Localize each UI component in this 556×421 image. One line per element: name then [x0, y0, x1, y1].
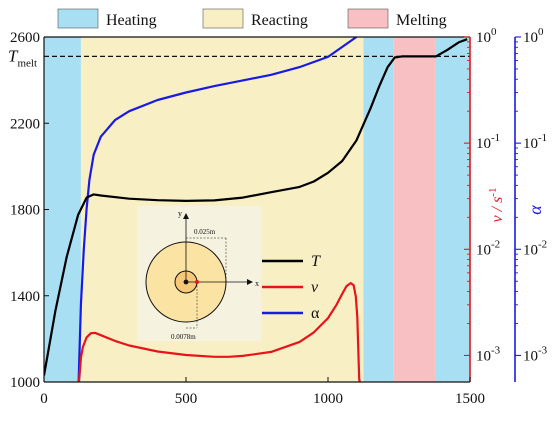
series-legend-label-alpha: α	[311, 305, 320, 322]
inset-outer-radius-label: 0.025m	[194, 228, 216, 236]
inset-x-arrow	[247, 279, 253, 285]
series-line-T	[44, 38, 468, 376]
series-line-alpha	[77, 37, 358, 382]
x-tick-label-500: 500	[175, 391, 198, 407]
series-legend-label-T: T	[311, 253, 321, 270]
phase-bands	[44, 37, 470, 382]
v-axis-label: v / s-1	[487, 188, 506, 223]
phase-band-melting-0	[393, 37, 436, 382]
x-tick-label-0: 0	[40, 391, 48, 407]
v-tick-label: 10-1	[476, 132, 500, 152]
phase-band-heating-1	[363, 37, 394, 382]
inset-x-label: x	[255, 279, 259, 288]
inset-center-dot	[183, 279, 189, 285]
inset-y-arrow	[183, 213, 189, 219]
series-legend: Tvα	[262, 253, 321, 322]
phase-legend: Heating Reacting Melting	[57, 8, 447, 29]
alpha-tick-label: 10-2	[523, 238, 547, 258]
v-tick-label: 10-3	[476, 344, 501, 364]
phase-legend-swatch-melting	[347, 8, 389, 29]
series-legend-label-v: v	[311, 279, 319, 296]
alpha-axis-label: α	[525, 205, 545, 215]
phase-legend-swatch-heating	[57, 8, 99, 29]
y-left-tick-label-1000: 1000	[10, 375, 40, 391]
x-tick-label-1000: 1000	[313, 391, 343, 407]
series-curves	[44, 37, 468, 382]
geometry-inset: x y 0.025m 0.0078m	[137, 206, 261, 341]
phase-band-heating-0	[44, 37, 81, 382]
inset-probe-dot	[195, 280, 199, 284]
inset-y-label: y	[178, 209, 182, 218]
v-tick-label: 100	[476, 26, 497, 46]
phase-legend-swatch-reacting	[202, 8, 244, 29]
phase-band-heating-2	[435, 37, 470, 382]
alpha-tick-label: 10-1	[523, 132, 547, 152]
v-tick-label: 10-2	[476, 238, 500, 258]
alpha-tick-label: 100	[523, 26, 544, 46]
phase-legend-label-reacting: Reacting	[251, 12, 308, 29]
inset-inner-radius-label: 0.0078m	[171, 333, 196, 341]
phase-legend-label-heating: Heating	[106, 12, 157, 29]
y-left-tick-label-2600: 2600	[10, 30, 40, 46]
x-tick-label-1500: 1500	[455, 391, 485, 407]
series-line-v	[77, 282, 361, 382]
plot-frame	[43, 36, 471, 383]
y-left-tick-label-1400: 1400	[10, 289, 40, 305]
y-left-tick-label-1800: 1800	[10, 203, 40, 219]
tmelt-label: Tmelt	[8, 46, 37, 69]
alpha-tick-label: 10-3	[523, 344, 548, 364]
phase-legend-label-melting: Melting	[396, 12, 447, 29]
y-left-tick-label-2200: 2200	[10, 116, 40, 132]
